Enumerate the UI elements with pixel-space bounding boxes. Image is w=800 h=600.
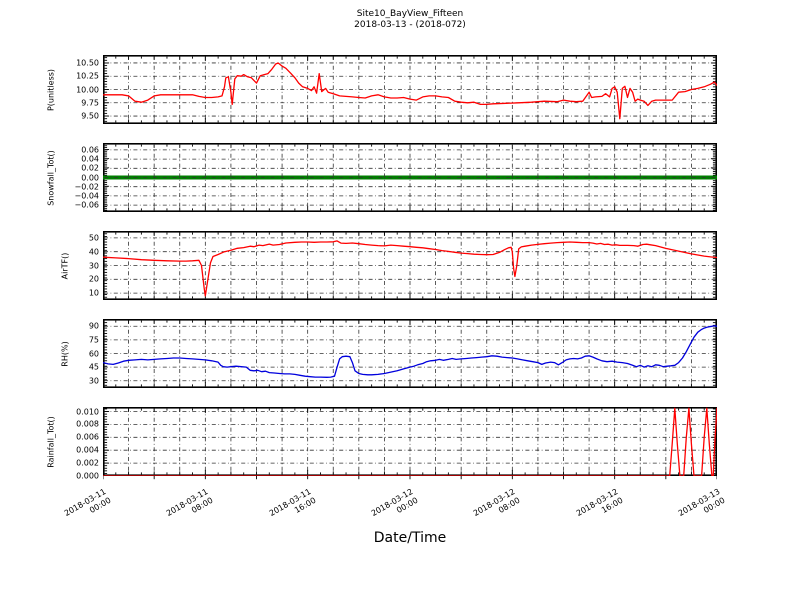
ytick-label-rainfall: 0.004 [76,445,99,455]
panel-rainfall [103,407,717,476]
xtick-label: 2018-03-11 00:00 [63,487,113,527]
y-axis-label-snowfall: Snowfall_Tot() [46,149,56,206]
ytick-label-air-temperature: 40 [88,247,99,257]
ytick-label-snowfall: −0.02 [74,182,99,192]
ytick-label-snowfall: 0.02 [81,163,99,173]
x-axis-title: Date/Time [373,530,447,546]
figure-title-line1: Site10_BayView_Fifteen [356,9,464,19]
panel-snowfall-plot [103,143,717,212]
grid-lines [104,232,716,299]
ytick-label-air-temperature: 10 [88,288,99,298]
panel-relative-humidity-plot [103,319,717,388]
grid-lines [104,56,716,123]
axis-ticks [103,320,717,387]
grid-lines [104,144,716,211]
series-rainfall-line [103,407,717,476]
ytick-label-relative-humidity: 30 [88,376,99,386]
ytick-label-air-temperature: 20 [88,274,99,284]
panel-frame [103,407,717,476]
panel-air-temperature [103,231,717,300]
axis-ticks [103,56,717,123]
ytick-label-snowfall: −0.04 [74,191,99,201]
panel-snowfall [103,143,717,212]
ytick-label-snowfall: 0.04 [81,154,99,164]
figure-title: Site10_BayView_Fifteen 2018-03-13 - (201… [354,9,466,31]
ytick-label-relative-humidity: 45 [88,362,99,372]
y-axis-label-relative-humidity: RH(%) [60,340,70,367]
xtick-label: 2018-03-11 16:00 [267,487,317,527]
ytick-label-rainfall: 0.008 [76,419,99,429]
ytick-label-pressure: 10.50 [76,58,99,68]
ytick-label-pressure: 10.00 [76,85,99,94]
ytick-label-relative-humidity: 90 [88,321,99,331]
ytick-label-snowfall: −0.06 [74,200,99,210]
panel-air-temperature-plot [103,231,717,300]
grid-lines [104,408,716,475]
ytick-label-snowfall: 0.00 [81,173,99,182]
xtick-label: 2018-03-13 00:00 [677,487,727,527]
axis-ticks [103,232,717,299]
series-air-temperature-line [103,240,717,297]
figure-title-line2: 2018-03-13 - (2018-072) [354,20,466,30]
xtick-label: 2018-03-12 16:00 [574,487,624,527]
panel-pressure-plot [103,55,717,124]
panel-frame [103,319,717,388]
ytick-label-air-temperature: 30 [88,261,99,270]
series-pressure-line [103,62,717,120]
y-axis-label-air-temperature: AirTF() [60,252,70,279]
series-relative-humidity-line [103,325,717,378]
ytick-label-pressure: 10.25 [76,71,99,81]
xtick-label: 2018-03-11 08:00 [165,487,215,527]
ytick-label-snowfall: 0.06 [81,145,99,155]
panel-frame [103,231,717,300]
xtick-label: 2018-03-12 00:00 [370,487,420,527]
panel-rainfall-plot [103,407,717,476]
xtick-label: 2018-03-12 08:00 [472,487,522,527]
ytick-label-rainfall: 0.006 [76,432,99,442]
y-axis-label-pressure: P(unitless) [46,68,56,111]
ytick-label-relative-humidity: 60 [88,349,99,358]
ytick-label-pressure: 9.50 [81,111,99,121]
ytick-label-rainfall: 0.002 [76,458,99,468]
ytick-label-rainfall: 0.000 [76,471,99,481]
y-axis-label-rainfall: Rainfall_Tot() [46,415,56,468]
ytick-label-relative-humidity: 75 [88,335,99,345]
ytick-label-air-temperature: 50 [88,233,99,243]
panel-relative-humidity [103,319,717,388]
panel-frame [103,55,717,124]
panel-pressure [103,55,717,124]
grid-lines [104,320,716,387]
bottom-outside-ticks [103,476,717,480]
ytick-label-pressure: 9.75 [81,98,99,108]
ytick-label-rainfall: 0.010 [76,407,99,416]
